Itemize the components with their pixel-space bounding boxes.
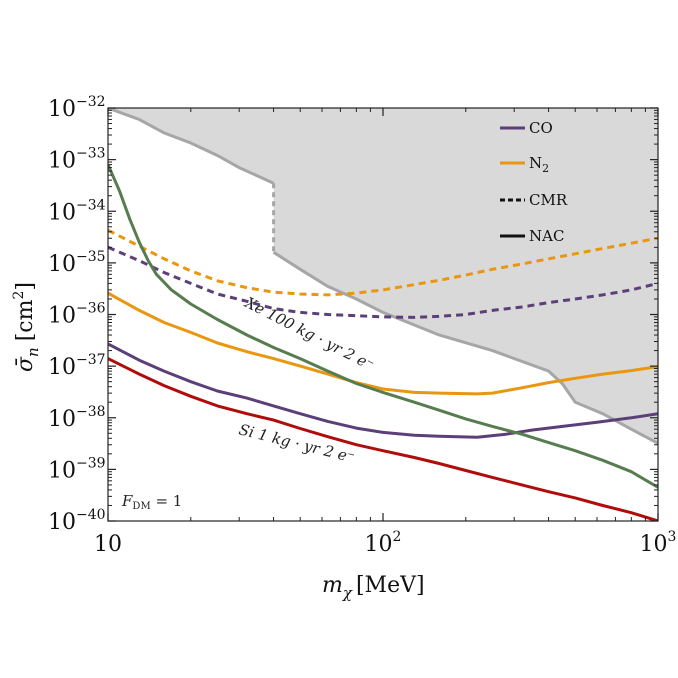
fdm-sub: DM [132, 501, 150, 512]
y-tick-label: 10−33 [48, 146, 106, 174]
y-tick-label: 10−32 [48, 94, 106, 122]
x-tick-label: 10 [94, 532, 122, 557]
legend-label-co: CO [529, 119, 553, 137]
fdm-value: = 1 [151, 492, 183, 510]
series-n2-nac [108, 291, 658, 396]
excluded-region-boundary [108, 108, 658, 445]
y-axis-ticks: 10−32 10−33 10−34 10−35 10−36 10−37 10−38 10−39… [48, 94, 658, 535]
y-tick-label: 10−40 [48, 507, 106, 535]
y-tick-label: 10−37 [48, 352, 106, 380]
legend: CO N2 CMR NAC [500, 119, 568, 245]
y-tick-label: 10−36 [48, 301, 106, 329]
series-co-cmr [108, 245, 658, 319]
legend-label-cmr: CMR [529, 191, 568, 209]
x-axis-title: mχ [MeV] [322, 573, 425, 602]
y-axis-title-unit: [cm [13, 299, 38, 341]
x-axis-title-sub: χ [342, 584, 353, 602]
legend-label-nac: NAC [529, 227, 564, 245]
fdm-annotation: FDM = 1 [121, 492, 182, 512]
x-axis-title-unit: [MeV] [356, 573, 425, 598]
y-axis-title-unit-close: ] [13, 282, 38, 291]
x-axis-ticks: 10 102 103 [94, 108, 676, 557]
legend-label-n2: N2 [529, 154, 549, 175]
y-tick-label: 10−34 [48, 197, 106, 225]
legend-label-n2-sub: 2 [542, 162, 549, 175]
x-tick-label: 102 [365, 529, 402, 557]
series-n2-cmr [108, 228, 658, 297]
y-axis-title: σ̄n[cm2] [11, 282, 42, 372]
series-co-nac [108, 342, 658, 439]
series-lines [108, 163, 658, 521]
y-tick-label: 10−35 [48, 249, 106, 277]
legend-item-nac: NAC [500, 227, 564, 245]
legend-item-cmr: CMR [500, 191, 568, 209]
y-tick-label: 10−38 [48, 404, 106, 432]
legend-item-n2: N2 [500, 154, 549, 175]
legend-item-co: CO [500, 119, 553, 137]
y-axis-title-sub: n [24, 347, 42, 357]
y-tick-label: 10−39 [48, 455, 106, 483]
series-xe-100-kg-yr [108, 163, 658, 489]
series-si-1-kg-yr [108, 357, 658, 521]
x-tick-label: 103 [640, 529, 677, 557]
y-axis-title-unit-exp: 2 [11, 291, 27, 300]
plot-area [108, 108, 658, 521]
